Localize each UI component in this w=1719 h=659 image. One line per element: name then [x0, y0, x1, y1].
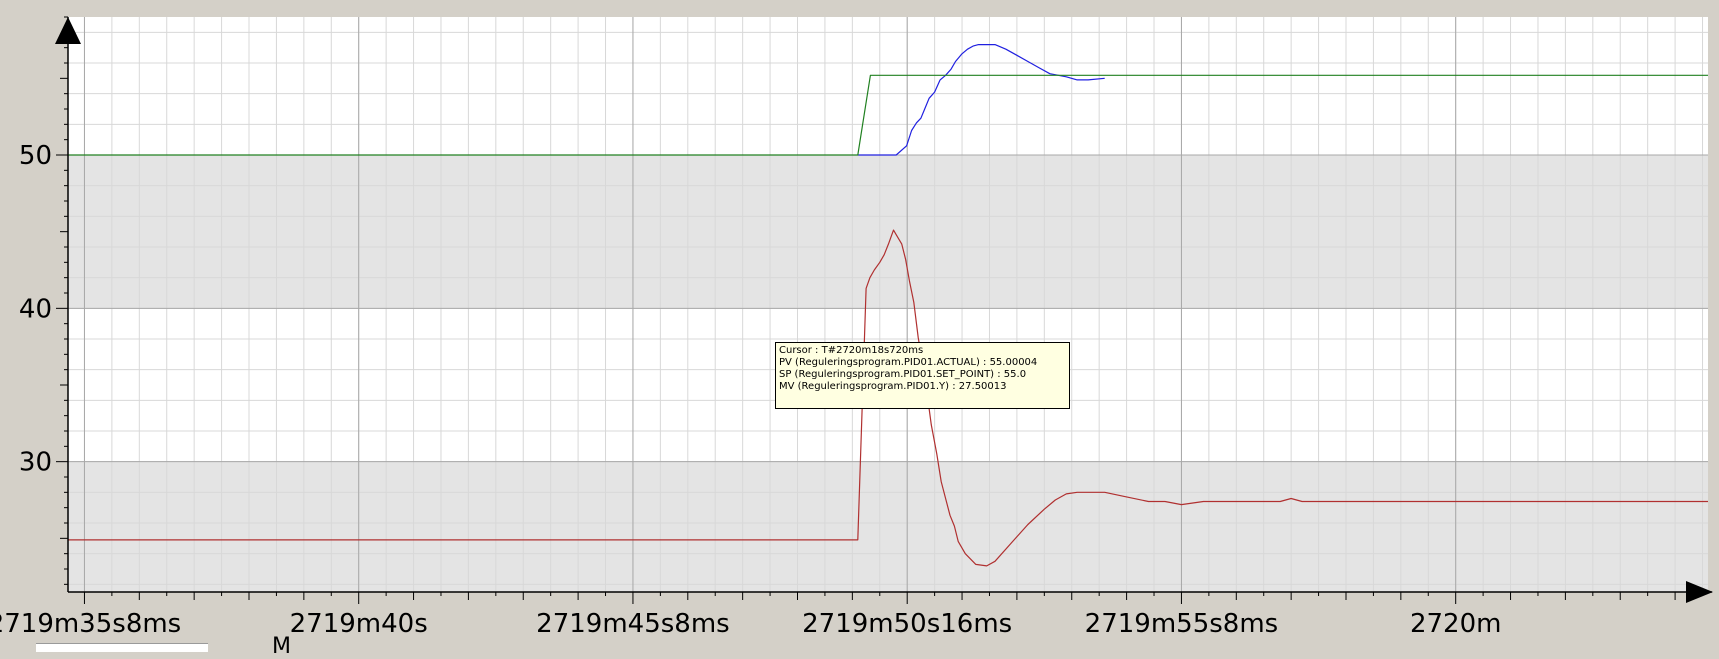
y-tick-label: 50 — [19, 141, 52, 171]
axis-arrows — [55, 17, 1713, 603]
axes — [56, 16, 1712, 604]
y-tick-labels: 50 40 30 — [19, 141, 52, 478]
series-layer — [68, 43, 1708, 567]
band-0 — [68, 155, 1708, 309]
x-tick-labels: 2719m35s8ms 2719m40s 2719m45s8ms 2719m50s16… — [0, 609, 1501, 639]
tooltip-mv-line: MV (Reguleringsprogram.PID01.Y) : 27.500… — [779, 381, 1007, 392]
tooltip-cursor-line: Cursor : T#2720m18s720ms — [779, 345, 924, 356]
x-axis-arrow — [1686, 581, 1713, 603]
bottom-label: M — [272, 634, 291, 659]
series-line-0 — [857, 43, 1105, 156]
tooltip-sp-line: SP (Reguleringsprogram.PID01.SET_POINT) … — [779, 369, 1027, 380]
series-line-1 — [68, 74, 1708, 156]
shaded-bands — [68, 155, 1708, 592]
cursor-tooltip: Cursor : T#2720m18s720ms PV (Regulerings… — [775, 342, 1070, 409]
y-tick-label: 30 — [19, 448, 52, 478]
tooltip-pv-line: PV (Reguleringsprogram.PID01.ACTUAL) : 5… — [779, 357, 1038, 368]
x-tick-label: 2719m35s8ms — [0, 609, 181, 639]
x-tick-label: 2719m40s — [290, 609, 428, 639]
x-tick-label: 2719m45s8ms — [536, 609, 730, 639]
series-line-2 — [68, 229, 1708, 567]
band-1 — [68, 461, 1708, 592]
y-tick-label: 40 — [19, 294, 52, 324]
x-tick-label: 2719m50s16ms — [802, 609, 1012, 639]
x-tick-label: 2720m — [1410, 609, 1502, 639]
x-tick-label: 2719m55s8ms — [1085, 609, 1279, 639]
y-axis-arrow — [55, 17, 81, 44]
